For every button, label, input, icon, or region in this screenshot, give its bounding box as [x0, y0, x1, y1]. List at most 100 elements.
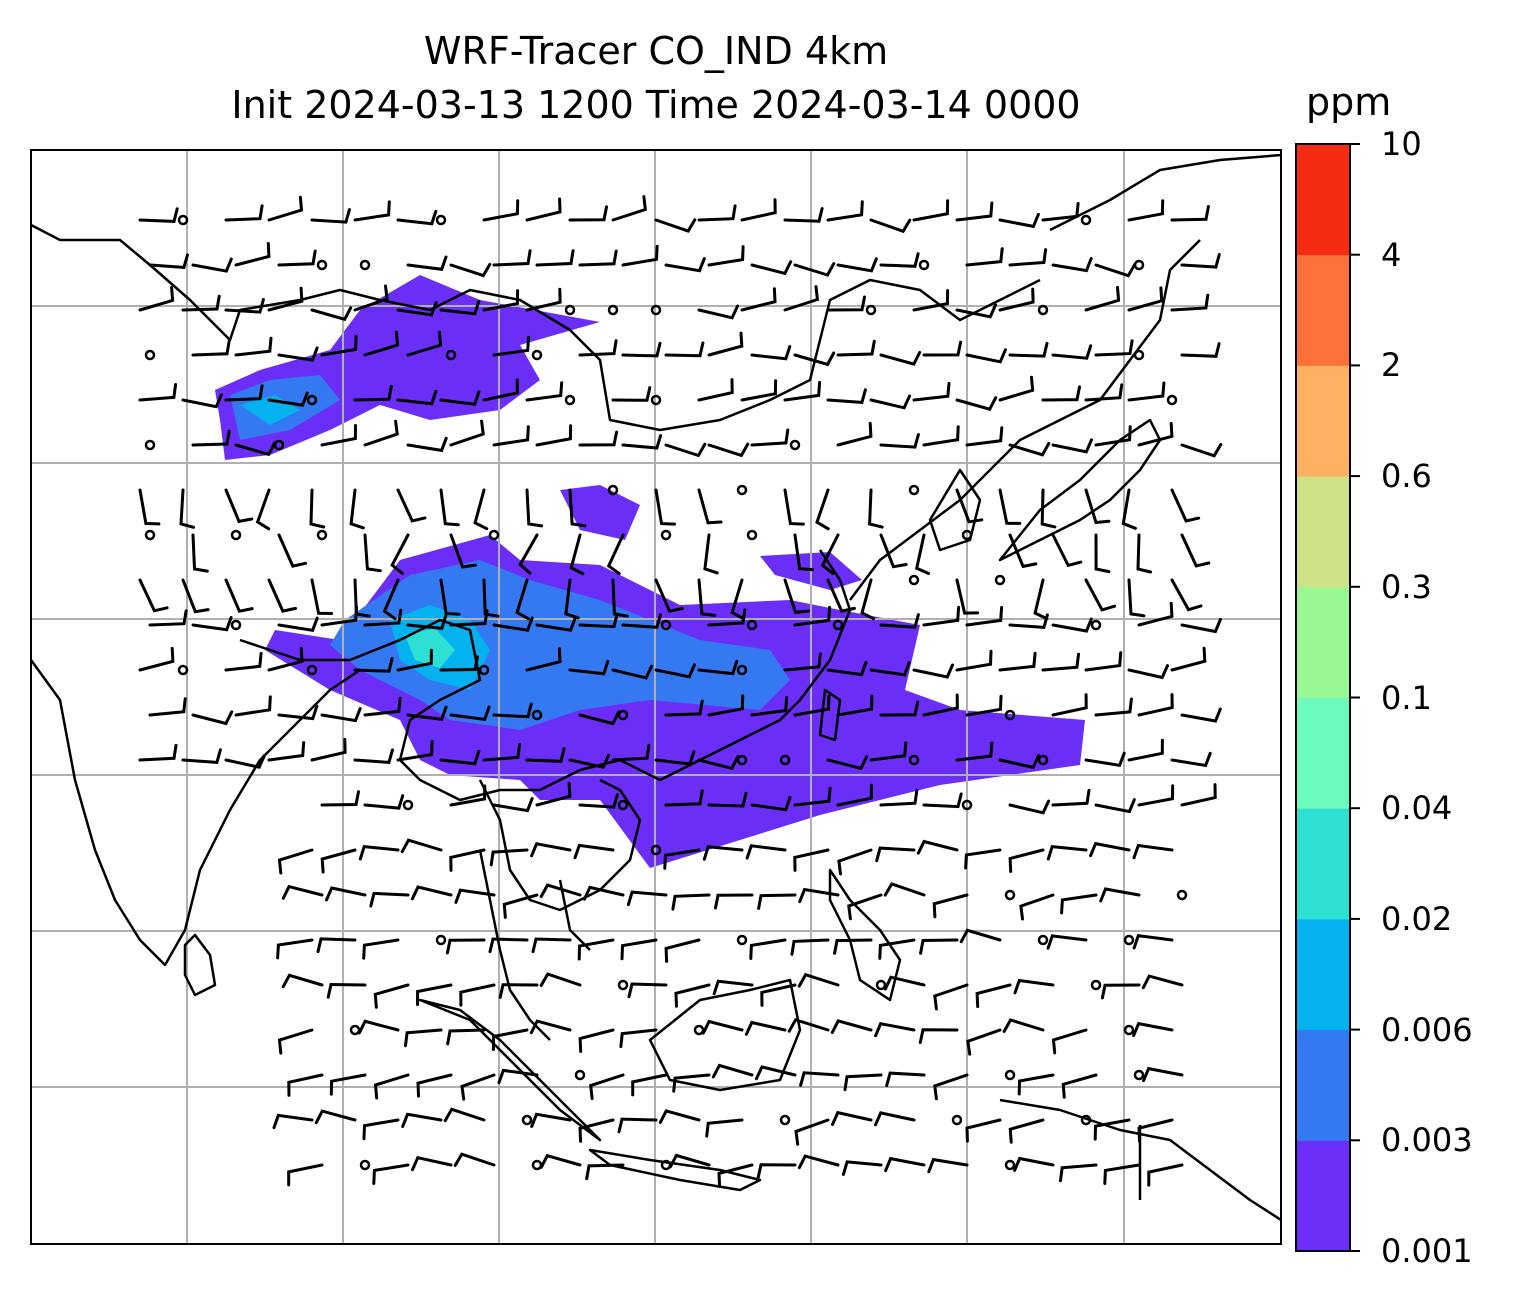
- wind-barb: [224, 204, 264, 222]
- wind-barb: [869, 218, 912, 234]
- wind-barb: [267, 195, 304, 222]
- wind-barb: [234, 695, 272, 717]
- wind-barb: [525, 488, 544, 528]
- wind-barb: [396, 389, 438, 406]
- calm-wind-marker: [531, 349, 543, 361]
- wind-barb: [1013, 978, 1055, 995]
- wind-barb: [1084, 751, 1126, 767]
- wind-barb: [1170, 205, 1210, 222]
- wind-barb: [363, 330, 400, 357]
- wind-barb: [730, 578, 746, 621]
- colorbar-tick-label: 0.1: [1381, 678, 1432, 717]
- wind-barb: [578, 339, 618, 357]
- wind-barb: [1084, 488, 1111, 525]
- wind-barb: [1041, 652, 1080, 672]
- wind-barb: [654, 578, 684, 613]
- wind-barb: [454, 888, 496, 904]
- wind-barb: [740, 379, 778, 402]
- border-central-asia: [31, 223, 1041, 432]
- calm-wind-marker: [693, 1024, 705, 1036]
- wind-barb: [482, 289, 520, 312]
- wind-barb: [799, 1071, 840, 1087]
- colorbar-segment: [1296, 144, 1350, 256]
- wind-barb: [1060, 893, 1098, 915]
- wind-barb: [277, 704, 319, 721]
- wind-barb: [697, 578, 717, 617]
- wind-barb: [406, 255, 448, 271]
- calm-wind-marker: [1090, 619, 1102, 631]
- calm-wind-marker: [617, 709, 629, 721]
- wind-barb: [191, 429, 231, 447]
- wind-barb: [1046, 934, 1088, 950]
- wind-barb: [783, 207, 824, 223]
- wind-barb: [879, 533, 908, 569]
- wind-barb: [224, 753, 266, 769]
- wind-barb: [191, 339, 231, 357]
- wind-barb: [1137, 421, 1174, 447]
- wind-barb: [497, 1068, 539, 1085]
- calm-wind-marker: [521, 1114, 533, 1126]
- wind-barb: [833, 938, 873, 955]
- wind-barb: [1051, 788, 1091, 807]
- wind-barb: [869, 741, 908, 762]
- wind-barb: [1170, 488, 1201, 523]
- wind-barb: [582, 885, 625, 901]
- wind-barb: [488, 937, 529, 954]
- wind-barb: [701, 1019, 744, 1035]
- wind-barb: [439, 655, 479, 672]
- wind-barb: [626, 890, 668, 907]
- wind-barb: [918, 1028, 959, 1044]
- wind-barb: [482, 378, 519, 402]
- wind-barb: [1127, 381, 1166, 402]
- wind-barb: [287, 1073, 324, 1097]
- wind-barb: [1180, 783, 1217, 807]
- wind-barb: [589, 1073, 625, 1100]
- wind-barb: [277, 1028, 314, 1055]
- wind-barb: [912, 381, 951, 402]
- calm-wind-marker: [359, 259, 371, 271]
- wind-barb: [1040, 488, 1057, 529]
- wind-barb: [998, 488, 1022, 525]
- calm-wind-marker: [1133, 1069, 1145, 1081]
- calm-wind-marker: [951, 1114, 963, 1126]
- coastline-indochina: [478, 778, 642, 951]
- calm-wind-marker: [1176, 889, 1188, 901]
- map-frame: [30, 149, 1282, 1245]
- wind-barb: [401, 1112, 443, 1128]
- wind-barb: [353, 748, 394, 764]
- wind-barb: [697, 378, 734, 402]
- graticule: [31, 150, 1281, 1244]
- wind-barb: [879, 351, 922, 366]
- border-china-south: [239, 549, 852, 802]
- wind-barb: [1180, 533, 1211, 568]
- wind-barb: [697, 755, 740, 771]
- wind-barb: [453, 1152, 496, 1167]
- calm-wind-marker: [316, 259, 328, 271]
- calm-wind-marker: [306, 664, 318, 676]
- wind-barbs: [138, 195, 1223, 1188]
- wind-barb: [826, 755, 869, 771]
- calm-wind-marker: [435, 934, 447, 946]
- wind-barb: [664, 699, 704, 717]
- wind-barb: [568, 659, 610, 676]
- wind-barb: [1051, 1028, 1088, 1055]
- wind-barb: [281, 973, 324, 989]
- calm-wind-marker: [445, 349, 457, 361]
- wind-barb: [535, 424, 573, 447]
- map-title-line2: Init 2024-03-13 1200 Time 2024-03-14 000…: [231, 83, 1081, 127]
- map-title-line1: WRF-Tracer CO_IND 4km: [423, 29, 889, 73]
- wind-barb: [568, 753, 610, 769]
- calm-wind-marker: [316, 529, 328, 541]
- wind-barb: [357, 1019, 400, 1035]
- wind-barb: [1041, 385, 1081, 402]
- wind-barb: [878, 938, 916, 960]
- wind-barb: [459, 983, 496, 1007]
- calm-wind-marker: [402, 799, 414, 811]
- wind-barb: [1008, 533, 1038, 569]
- wind-barb: [224, 578, 254, 613]
- wind-barb: [783, 652, 822, 672]
- wind-barb: [707, 608, 747, 627]
- calm-wind-marker: [908, 484, 920, 496]
- wind-barb: [658, 1109, 701, 1124]
- wind-barb: [705, 1118, 744, 1138]
